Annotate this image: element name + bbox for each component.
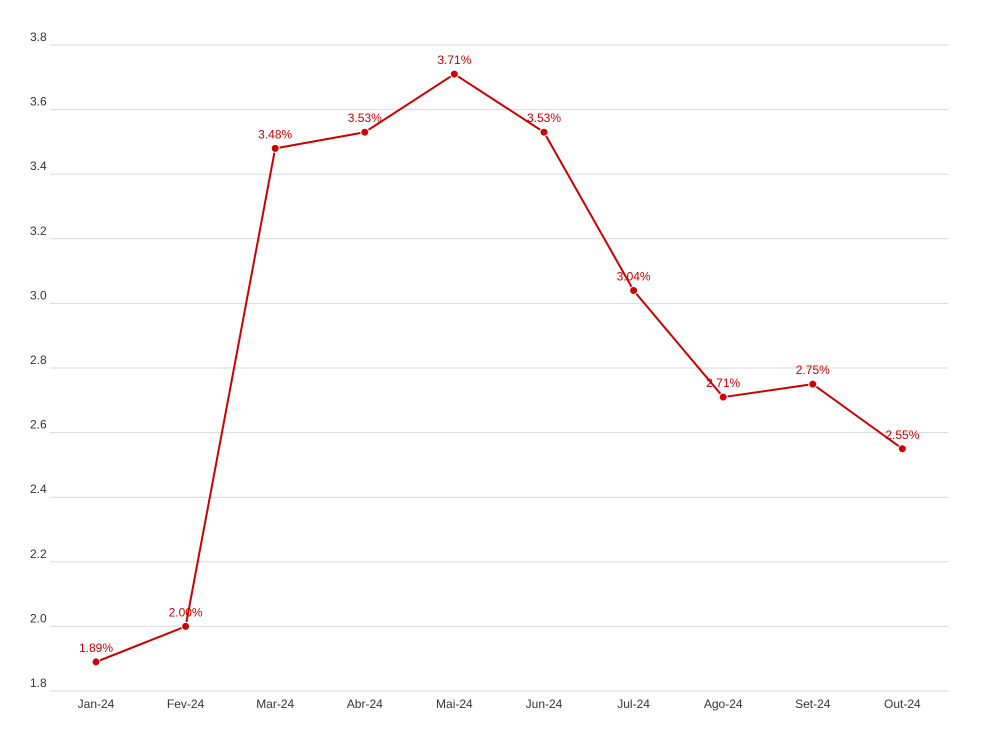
data-label: 2.55% <box>885 428 919 442</box>
data-label: 3.04% <box>617 269 651 283</box>
data-point <box>181 621 191 631</box>
y-axis-tick-labels: 1.8 2.0 2.2 2.4 2.6 2.8 3.0 3.2 3.4 3.6 3.8 <box>30 30 47 690</box>
data-point <box>91 657 101 667</box>
data-point <box>808 379 818 389</box>
y-tick-label: 2.2 <box>30 547 47 561</box>
x-tick-label: Mai-24 <box>436 697 473 711</box>
x-tick-label: Abr-24 <box>347 697 383 711</box>
data-label: 2.71% <box>706 376 740 390</box>
data-label: 2.00% <box>169 605 203 619</box>
y-tick-label: 1.8 <box>30 676 47 690</box>
x-tick-label: Set-24 <box>795 697 831 711</box>
y-tick-label: 2.0 <box>30 611 47 625</box>
y-tick-label: 2.4 <box>30 482 47 496</box>
y-tick-label: 3.2 <box>30 224 47 238</box>
data-point <box>539 127 549 137</box>
data-label: 1.89% <box>79 641 113 655</box>
x-tick-label: Jul-24 <box>617 697 650 711</box>
x-axis-tick-labels: Jan-24 Fev-24 Mar-24 Abr-24 Mai-24 Jun-24 Jul-… <box>78 697 921 711</box>
y-tick-label: 3.8 <box>30 30 47 44</box>
x-tick-label: Fev-24 <box>167 697 205 711</box>
y-tick-label: 3.6 <box>30 95 47 109</box>
data-label: 3.53% <box>348 111 382 125</box>
data-label: 3.53% <box>527 111 561 125</box>
data-point <box>449 69 459 79</box>
data-label: 3.48% <box>258 127 292 141</box>
data-point <box>718 392 728 402</box>
series-line-layer <box>95 73 903 663</box>
gridlines <box>50 44 948 692</box>
x-tick-label: Mar-24 <box>256 697 294 711</box>
y-tick-label: 2.6 <box>30 418 47 432</box>
data-point <box>897 444 907 454</box>
data-point <box>629 285 639 295</box>
data-points <box>91 69 907 667</box>
y-tick-label: 2.8 <box>30 353 47 367</box>
series-line <box>95 73 903 663</box>
data-point <box>270 143 280 153</box>
data-label: 3.71% <box>437 53 471 67</box>
data-label: 2.75% <box>796 363 830 377</box>
data-labels: 1.89% 2.00% 3.48% 3.53% 3.71% 3.53% 3.04% 2.71%… <box>79 53 920 655</box>
x-tick-label: Jan-24 <box>78 697 115 711</box>
x-tick-label: Ago-24 <box>704 697 743 711</box>
data-point <box>360 127 370 137</box>
x-tick-label: Jun-24 <box>526 697 563 711</box>
x-tick-label: Out-24 <box>884 697 921 711</box>
y-tick-label: 3.4 <box>30 159 47 173</box>
y-tick-label: 3.0 <box>30 288 47 302</box>
